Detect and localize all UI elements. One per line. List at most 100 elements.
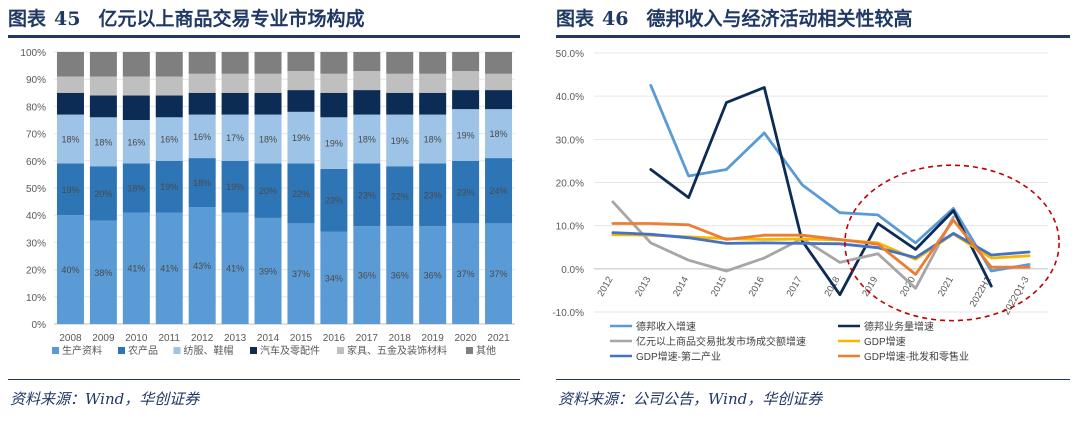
data-label: 17%: [226, 133, 244, 143]
data-label: 19%: [61, 185, 79, 195]
bar-segment: [386, 114, 414, 167]
source-note: 资料来源：公司公告，Wind，华创证券: [558, 390, 823, 408]
data-label: 18%: [358, 135, 376, 145]
source-divider: [556, 379, 1070, 380]
bar-segment: [452, 52, 480, 72]
y-tick-label: 40.0%: [556, 92, 584, 103]
bar-segment: [452, 160, 480, 224]
bar-segment: [122, 52, 150, 77]
data-label: 16%: [127, 137, 145, 147]
bar-segment: [221, 114, 249, 161]
y-tick-label: 80%: [26, 102, 46, 113]
bar-segment: [56, 114, 84, 164]
figure-label: 图表: [8, 8, 47, 30]
bar-segment: [287, 71, 315, 91]
data-label: 39%: [259, 266, 277, 276]
data-label: 36%: [358, 271, 376, 281]
bar-segment: [485, 158, 513, 224]
data-label: 22%: [391, 192, 409, 202]
bar-segment: [155, 52, 183, 77]
data-label: 19%: [325, 139, 343, 149]
y-tick-label: 50.0%: [556, 49, 584, 60]
bar-segment: [452, 71, 480, 91]
data-label: 18%: [127, 184, 145, 194]
bar-segment: [452, 109, 480, 161]
bar-segment: [320, 231, 348, 324]
y-tick-label: 30%: [26, 238, 46, 249]
left-figure-panel: 图表 45 亿元以上商品交易专业市场构成 0% 10% 20% 30% 40% 50% 60% 7…: [0, 0, 530, 424]
data-label: 23%: [325, 196, 343, 206]
data-label: 23%: [358, 190, 376, 200]
highlight-ellipse: [844, 164, 1060, 322]
bar-segment: [254, 73, 282, 93]
x-tick-label: 2016: [323, 333, 346, 344]
figure-number: 46: [602, 8, 629, 30]
bar-segment: [287, 111, 315, 164]
bar-segment: [122, 95, 150, 120]
bar-segment: [419, 73, 447, 93]
bar-segment: [89, 220, 117, 324]
bar-segment: [287, 223, 315, 324]
bar-segment: [485, 52, 513, 74]
data-label: 18%: [424, 135, 442, 145]
bar-segment: [254, 52, 282, 74]
bar-segment: [188, 92, 216, 115]
bar-segment: [386, 92, 414, 115]
legend-label: 纺服、鞋帽: [184, 344, 234, 357]
bar-segment: [419, 52, 447, 74]
line-chart: -10.0% 0.0% 10.0% 20.0% 30.0% 40.0% 50.0% 2012 2…: [552, 49, 1060, 363]
x-tick-label: 2021: [487, 333, 510, 344]
data-label: 34%: [325, 273, 343, 283]
x-tick-label: 2019: [422, 333, 445, 344]
data-label: 18%: [61, 135, 79, 145]
legend-label: 生产资料: [62, 344, 102, 357]
y-tick-label: 10.0%: [556, 222, 584, 233]
data-label: 36%: [391, 271, 409, 281]
bar-segment: [320, 117, 348, 169]
bar-segment: [353, 114, 381, 164]
y-tick-label: 50%: [26, 184, 46, 195]
bar-segment: [452, 223, 480, 324]
x-tick-label: 2012: [191, 333, 214, 344]
x-tick-label: 2022H1: [968, 275, 994, 309]
data-label: 18%: [193, 178, 211, 188]
bar-segment: [353, 226, 381, 324]
legend-swatch: [466, 347, 473, 354]
data-label: 23%: [457, 188, 475, 198]
data-label: 43%: [193, 261, 211, 271]
x-tick-label: 2021: [936, 275, 956, 299]
x-tick-label: 2012: [595, 275, 615, 299]
x-tick-label: 2017: [785, 275, 805, 299]
x-tick-label: 2014: [257, 333, 280, 344]
right-figure-panel: 图表 46 德邦收入与经济活动相关性较高 -10.0% 0.0% 10.0% 20.0% 3…: [548, 0, 1080, 424]
series-line: [611, 231, 1031, 259]
legend-swatch: [52, 347, 59, 354]
x-tick-label: 2009: [92, 333, 115, 344]
series-line: [611, 218, 1031, 276]
stacked-bar-chart: 0% 10% 20% 30% 40% 50% 60% 70% 80% 90% 100% 2008 40%…: [20, 48, 515, 357]
bar-segment: [419, 92, 447, 115]
bar-segment: [320, 73, 348, 93]
title-divider: [8, 35, 520, 38]
title-divider: [556, 35, 1070, 38]
bar-segment: [287, 90, 315, 112]
legend-label: GDP增速-批发和零售业: [864, 350, 969, 363]
bar-segment: [89, 95, 117, 118]
data-label: 22%: [292, 189, 310, 199]
source-note: 资料来源：Wind，华创证券: [10, 390, 200, 408]
bar-segment: [188, 73, 216, 93]
figure-label: 图表: [556, 8, 595, 30]
bar-segment: [254, 114, 282, 164]
legend-label: GDP增速-第二产业: [636, 350, 721, 363]
y-tick-label: 90%: [26, 75, 46, 86]
bar-segment: [155, 212, 183, 324]
bar-segment: [56, 92, 84, 115]
y-tick-label: 100%: [20, 48, 46, 59]
bar-segment: [221, 212, 249, 324]
bar-segment: [155, 76, 183, 96]
bar-segment: [89, 117, 117, 167]
bar-segment: [56, 52, 84, 77]
bar-segment: [485, 90, 513, 110]
source-divider: [8, 379, 520, 380]
data-label: 37%: [490, 269, 508, 279]
